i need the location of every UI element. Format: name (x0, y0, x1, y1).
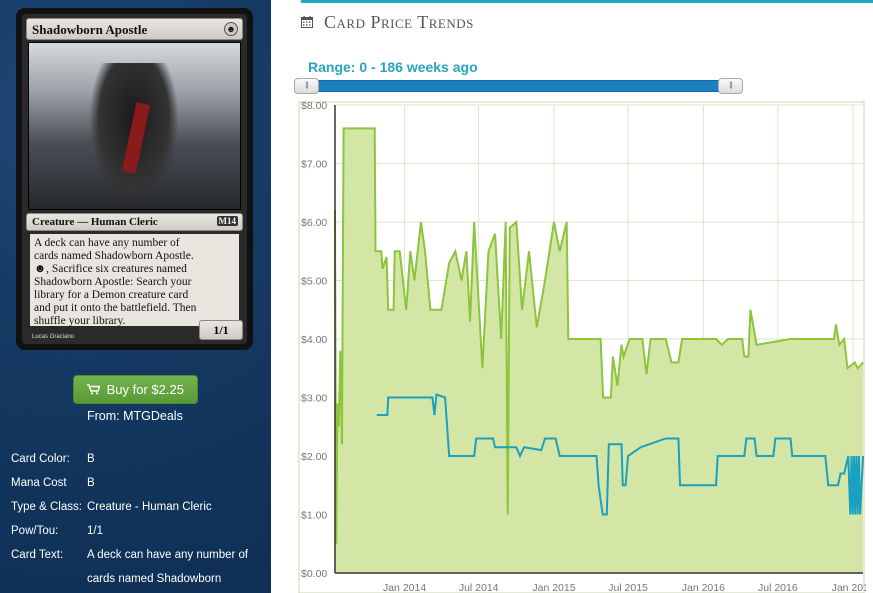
rules-line: A deck can have any number of (34, 237, 180, 249)
slider-handle-end[interactable]: ||| (718, 78, 743, 94)
card-rules-text: A deck can have any number of cards name… (30, 234, 239, 327)
y-tick-label: $7.00 (301, 159, 327, 171)
section-title: Card Price Trends (324, 11, 474, 32)
card-art (28, 42, 241, 210)
property-value: B (87, 477, 95, 489)
y-tick-label: $6.00 (301, 217, 327, 229)
accent-bar (301, 0, 873, 3)
y-tick-label: $4.00 (301, 334, 327, 346)
property-row: Type & Class: Creature - Human Cleric (11, 501, 266, 525)
card-type-line: Creature — Human Cleric M14 (26, 213, 243, 231)
black-mana-icon: ☻ (224, 22, 238, 36)
buy-button[interactable]: Buy for $2.25 (73, 375, 198, 404)
x-tick-label: Jul 2014 (459, 582, 499, 593)
x-tick-label: Jan 2014 (383, 582, 426, 593)
property-value: B (87, 453, 95, 465)
low-price-line (376, 393, 864, 516)
property-key: Pow/Tou: (11, 525, 59, 537)
property-key: Mana Cost (11, 477, 67, 489)
card-properties: Card Color: B Mana Cost B Type & Class: … (11, 453, 266, 593)
x-tick-label: Jan 2015 (532, 582, 575, 593)
card-name-text: Shadowborn Apostle (32, 22, 148, 37)
card-image: Shadowborn Apostle ☻ Creature — Human Cl… (16, 8, 253, 350)
rules-line: library for a Demon creature card (34, 289, 189, 301)
price-chart: $0.00 $1.00 $2.00 $3.00 $4.00 $5.00 $6.00 $7.00… (298, 101, 866, 593)
buy-button-label: Buy for $2.25 (106, 382, 184, 397)
property-key: Type & Class: (11, 501, 82, 513)
seller-label: From: MTGDeals (87, 409, 183, 423)
price-chart-svg: $0.00 $1.00 $2.00 $3.00 $4.00 $5.00 $6.00 $7.00… (298, 101, 866, 593)
rules-line: Shadowborn Apostle: Search your (34, 276, 192, 288)
slider-selected-range (306, 80, 730, 92)
range-label: Range: 0 - 186 weeks ago (308, 59, 478, 75)
y-tick-label: $2.00 (301, 451, 327, 463)
property-row: Mana Cost B (11, 477, 266, 501)
set-symbol-icon: M14 (216, 216, 238, 226)
y-tick-label: $0.00 (301, 568, 327, 580)
property-key: Card Color: (11, 453, 70, 465)
property-value: A deck can have any number of (87, 549, 249, 561)
rules-line: ☻, Sacrifice six creatures named (34, 263, 187, 275)
property-value-continued: cards named Shadowborn (87, 573, 222, 585)
high-price-area (335, 128, 863, 573)
card-name: Shadowborn Apostle ☻ (26, 18, 243, 40)
property-row: Pow/Tou: 1/1 (11, 525, 266, 549)
range-slider[interactable]: ||| ||| (294, 78, 743, 94)
card-artist: Lucas Graciano (32, 334, 75, 340)
calendar-icon (301, 16, 313, 28)
property-row: Card Text: A deck can have any number of (11, 549, 266, 573)
property-row: Card Color: B (11, 453, 266, 477)
rules-line: shuffle your library. (34, 315, 126, 327)
card-info-panel: Shadowborn Apostle ☻ Creature — Human Cl… (0, 0, 271, 593)
card-type-text: Creature — Human Cleric (32, 216, 158, 228)
x-tick-label: Jan 2016 (682, 582, 725, 593)
x-tick-label: Jul 2016 (758, 582, 798, 593)
high-price-line (334, 127, 864, 544)
property-value: Creature - Human Cleric (87, 501, 212, 513)
y-tick-label: $1.00 (301, 510, 327, 522)
property-key: Card Text: (11, 549, 64, 561)
section-header: Card Price Trends (301, 10, 474, 34)
property-value: 1/1 (87, 525, 103, 537)
rules-line: and put it onto the battlefield. Then (34, 302, 197, 314)
y-tick-label: $5.00 (301, 276, 327, 288)
x-tick-label: Jan 2017 (832, 582, 866, 593)
slider-handle-start[interactable]: ||| (294, 78, 319, 94)
x-tick-label: Jul 2015 (608, 582, 648, 593)
card-power-toughness: 1/1 (199, 320, 243, 340)
y-tick-label: $8.00 (301, 101, 327, 112)
rules-line: cards named Shadowborn Apostle. (34, 250, 194, 262)
y-tick-label: $3.00 (301, 393, 327, 405)
cart-icon (87, 382, 107, 397)
